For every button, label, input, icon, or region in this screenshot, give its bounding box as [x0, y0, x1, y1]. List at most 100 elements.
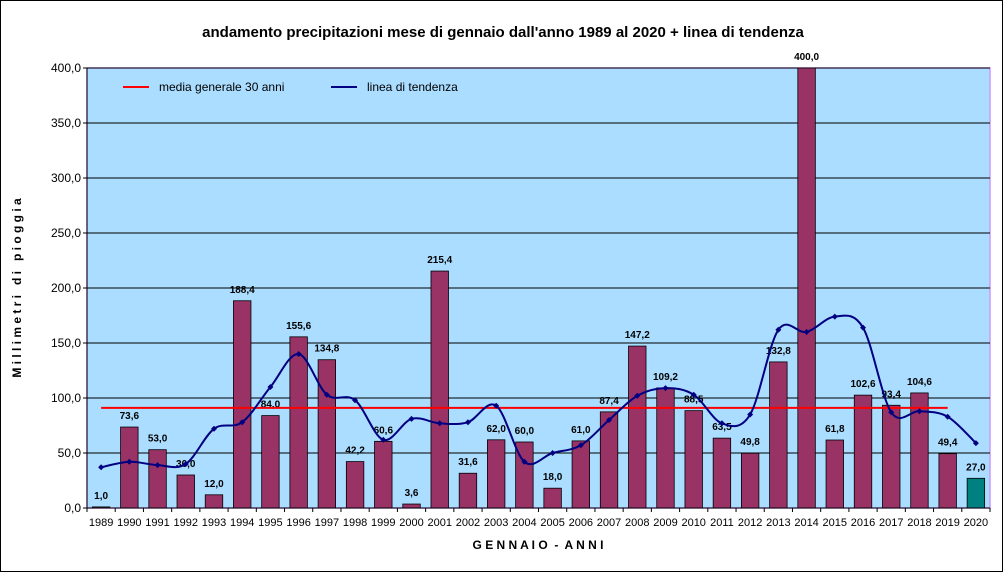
bar [571, 440, 590, 509]
data-label: 147,2 [625, 330, 650, 341]
legend: media generale 30 anni linea di tendenza [123, 80, 458, 94]
data-label: 61,8 [825, 424, 845, 435]
data-label: 3,6 [405, 488, 419, 499]
trend-point [718, 420, 725, 427]
x-tick-label: 2006 [569, 517, 593, 529]
trend-point [972, 440, 979, 447]
data-label: 27,0 [966, 462, 986, 473]
y-tick-label: 350,0 [51, 116, 81, 130]
data-label: 1,0 [94, 491, 108, 502]
data-label: 53,0 [148, 434, 168, 445]
x-tick-label: 2000 [399, 517, 423, 529]
data-label: 60,6 [374, 425, 394, 436]
y-tick-label: 0,0 [64, 501, 81, 515]
data-label: 400,0 [794, 52, 819, 63]
x-tick-label: 2019 [935, 517, 959, 529]
trend-point [634, 392, 641, 399]
x-tick-label: 2010 [681, 517, 705, 529]
bar [797, 67, 816, 509]
bar [345, 461, 365, 509]
trend-point [888, 409, 895, 416]
x-tick-label: 1995 [258, 517, 282, 529]
x-tick-label: 1989 [89, 517, 113, 529]
bar [148, 449, 167, 509]
trend-point [323, 391, 330, 398]
bar [628, 345, 647, 509]
trend-point [493, 402, 500, 409]
y-axis-title: M i l l i m e t r i d i p i o g g i a [10, 198, 24, 378]
bar [261, 415, 280, 509]
bar [430, 270, 449, 509]
data-label: 132,8 [766, 346, 791, 357]
data-label: 49,4 [938, 438, 958, 449]
data-label: 84,0 [261, 400, 281, 411]
line-series [98, 313, 979, 471]
trend-point [239, 419, 246, 426]
bar [712, 437, 732, 509]
trend-point [464, 419, 471, 426]
x-tick-label: 2014 [794, 517, 818, 529]
bar [882, 404, 901, 509]
x-tick-label: 1992 [174, 517, 198, 529]
trend-point [295, 351, 302, 357]
data-label: 49,8 [740, 437, 760, 448]
bar [966, 477, 986, 509]
data-label: 102,6 [851, 379, 876, 390]
data-label: 155,6 [286, 321, 311, 332]
x-tick-label: 1991 [145, 517, 169, 529]
trend-point [747, 411, 754, 418]
x-tick-label: 2004 [512, 517, 536, 529]
bar [317, 359, 337, 509]
trend-point [606, 417, 613, 423]
x-tick-label: 2016 [851, 517, 875, 529]
x-tick-label: 2018 [907, 517, 931, 529]
bar [374, 440, 393, 509]
y-tick-label: 400,0 [51, 61, 81, 75]
trend-point [267, 384, 274, 390]
x-tick-label: 1998 [343, 517, 367, 529]
trend-point [126, 458, 133, 465]
bar [684, 410, 703, 509]
bar [458, 472, 478, 509]
trend-point [436, 420, 443, 427]
bar [402, 503, 421, 509]
y-tick-label: 100,0 [51, 391, 81, 405]
x-tick-label: 1990 [117, 517, 141, 529]
data-label: 88,5 [684, 395, 704, 406]
trend-point [690, 391, 697, 398]
x-tick-label: 2020 [964, 517, 988, 529]
trend-point [803, 329, 810, 335]
y-tick-label: 150,0 [51, 336, 81, 350]
bar [740, 452, 760, 509]
data-label: 104,6 [907, 377, 932, 388]
trend-point [831, 313, 838, 320]
y-tick-label: 200,0 [51, 281, 81, 295]
trend-point [860, 324, 867, 331]
bar [543, 487, 562, 509]
trend-point [380, 436, 387, 443]
chart-title: andamento precipitazioni mese di gennaio… [202, 24, 804, 41]
bar [825, 439, 844, 509]
data-label: 109,2 [653, 372, 678, 383]
y-axis: 0,0 50,0 100,0 150,0 200,0 250,0 300,0 350,0 400… [51, 61, 87, 515]
trend-point [775, 326, 782, 333]
trend-point [182, 461, 189, 467]
trend-point [521, 458, 528, 465]
legend-label-media: media generale 30 anni [159, 80, 284, 94]
data-label: 93,4 [882, 389, 902, 400]
x-axis-title: G E N N A I O - A N N I [473, 538, 604, 552]
trend-point [916, 408, 923, 415]
x-tick-label: 1994 [230, 517, 254, 529]
y-tick-label: 250,0 [51, 226, 81, 240]
legend-label-tendenza: linea di tendenza [367, 80, 458, 94]
trend-point [210, 425, 217, 432]
data-label: 31,6 [458, 457, 478, 468]
bar [120, 426, 139, 509]
x-tick-label: 1997 [315, 517, 339, 529]
data-label: 87,4 [599, 396, 619, 407]
x-tick-label: 1999 [371, 517, 395, 529]
data-label: 188,4 [230, 285, 255, 296]
y-tick-label: 50,0 [58, 446, 82, 460]
bar [487, 439, 506, 509]
